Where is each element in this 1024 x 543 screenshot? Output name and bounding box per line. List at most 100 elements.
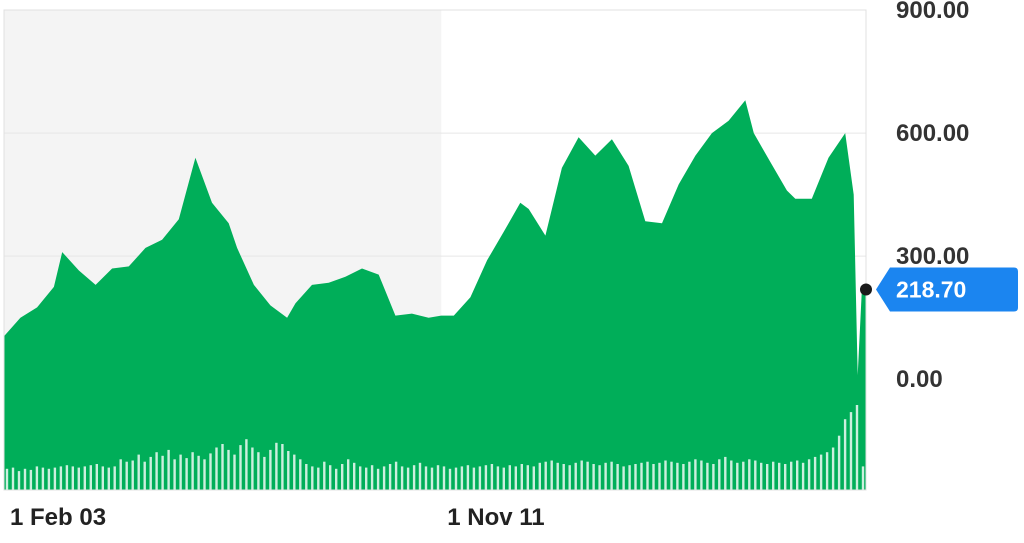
y-tick-label: 600.00	[896, 120, 969, 147]
volume-bar	[65, 465, 69, 490]
volume-bar	[586, 461, 589, 490]
volume-bar	[454, 467, 458, 490]
volume-bar	[825, 452, 829, 490]
volume-bar	[382, 466, 386, 490]
volume-bar	[748, 459, 751, 490]
volume-bar	[442, 466, 446, 490]
volume-bar	[855, 405, 859, 490]
volume-bar	[568, 465, 571, 490]
x-tick-label: 1 Nov 11	[447, 504, 544, 531]
volume-bar	[550, 460, 553, 490]
volume-bar	[341, 464, 344, 490]
y-tick-label: 300.00	[896, 243, 969, 270]
plot-frame	[3, 9, 867, 491]
volume-bar	[329, 465, 332, 490]
volume-bar	[143, 461, 146, 490]
volume-bar	[113, 466, 116, 490]
volume-bar	[239, 445, 242, 490]
volume-bar	[574, 462, 577, 490]
volume-bar	[616, 464, 619, 490]
volume-bar	[640, 462, 643, 490]
volume-bar	[35, 466, 39, 490]
volume-bar	[508, 465, 511, 490]
volume-bar	[17, 471, 21, 490]
volume-bar	[682, 464, 685, 490]
volume-bar	[532, 466, 535, 490]
volume-bar	[359, 466, 362, 490]
volume-bar	[59, 466, 63, 490]
volume-bar	[251, 447, 254, 490]
last-value-indicator: 218.70	[860, 267, 1018, 312]
volume-bar	[155, 452, 158, 490]
volume-bar	[335, 468, 338, 491]
volume-bar	[347, 459, 350, 490]
volume-bar	[149, 456, 152, 490]
volume-bar	[688, 461, 691, 490]
volume-bar	[754, 460, 757, 490]
volume-bar	[305, 464, 308, 490]
volume-bar	[478, 466, 482, 490]
volume-bar	[107, 467, 110, 490]
volume-bar	[5, 468, 9, 491]
volume-bar	[245, 439, 248, 490]
volume-bar	[610, 461, 613, 490]
volume-bar	[137, 454, 140, 490]
volume-bar	[29, 469, 33, 490]
volume-bar	[772, 461, 775, 490]
volume-bar	[161, 455, 164, 490]
volume-bar	[831, 447, 835, 490]
volume-bar	[221, 444, 224, 490]
volume-bar	[125, 461, 128, 490]
volume-bar	[53, 467, 57, 490]
volume-bar	[299, 459, 302, 490]
volume-bar	[502, 467, 505, 490]
volume-bar	[712, 464, 715, 490]
volume-bar	[436, 465, 440, 490]
y-axis: 900.00 600.00 300.00 0.00	[896, 0, 969, 393]
volume-bar	[520, 464, 523, 490]
volume-bar	[598, 465, 601, 490]
volume-bar	[197, 455, 200, 490]
volume-bar	[562, 464, 565, 490]
volume-bar	[514, 466, 517, 490]
volume-bar	[843, 419, 847, 490]
volume-bar	[778, 462, 781, 490]
volume-bar	[472, 467, 476, 490]
volume-bar	[634, 464, 637, 490]
volume-bar	[556, 462, 559, 490]
volume-bar	[730, 460, 733, 490]
volume-bar	[652, 464, 655, 490]
volume-bar	[95, 464, 98, 490]
volume-bar	[269, 449, 272, 490]
volume-bar	[604, 462, 607, 490]
volume-bar	[83, 466, 86, 490]
volume-bar	[406, 467, 410, 490]
volume-bar	[622, 466, 625, 490]
volume-bar	[257, 452, 260, 490]
volume-bar	[394, 461, 398, 490]
last-value-marker	[860, 283, 872, 296]
volume-bar	[185, 458, 188, 490]
volume-bar	[628, 465, 631, 490]
volume-bar	[71, 466, 74, 490]
volume-bar	[760, 462, 763, 490]
volume-bar	[191, 452, 194, 490]
volume-bar	[388, 464, 392, 490]
volume-bar	[400, 466, 404, 490]
volume-bar	[23, 468, 27, 491]
volume-bar	[376, 468, 380, 491]
volume-bar	[11, 467, 15, 490]
volume-bar	[167, 449, 170, 490]
volume-bar	[466, 465, 470, 490]
volume-bar	[448, 468, 452, 491]
volume-bar	[670, 461, 673, 490]
volume-bar	[101, 466, 104, 490]
x-tick-label: 1 Feb 03	[10, 504, 106, 531]
volume-bar	[664, 460, 667, 490]
y-tick-label: 0.00	[896, 366, 943, 393]
volume-bar	[807, 459, 811, 490]
volume-bar	[742, 461, 745, 490]
volume-bar	[311, 466, 314, 490]
volume-bar	[281, 444, 284, 490]
volume-bar	[287, 451, 290, 490]
